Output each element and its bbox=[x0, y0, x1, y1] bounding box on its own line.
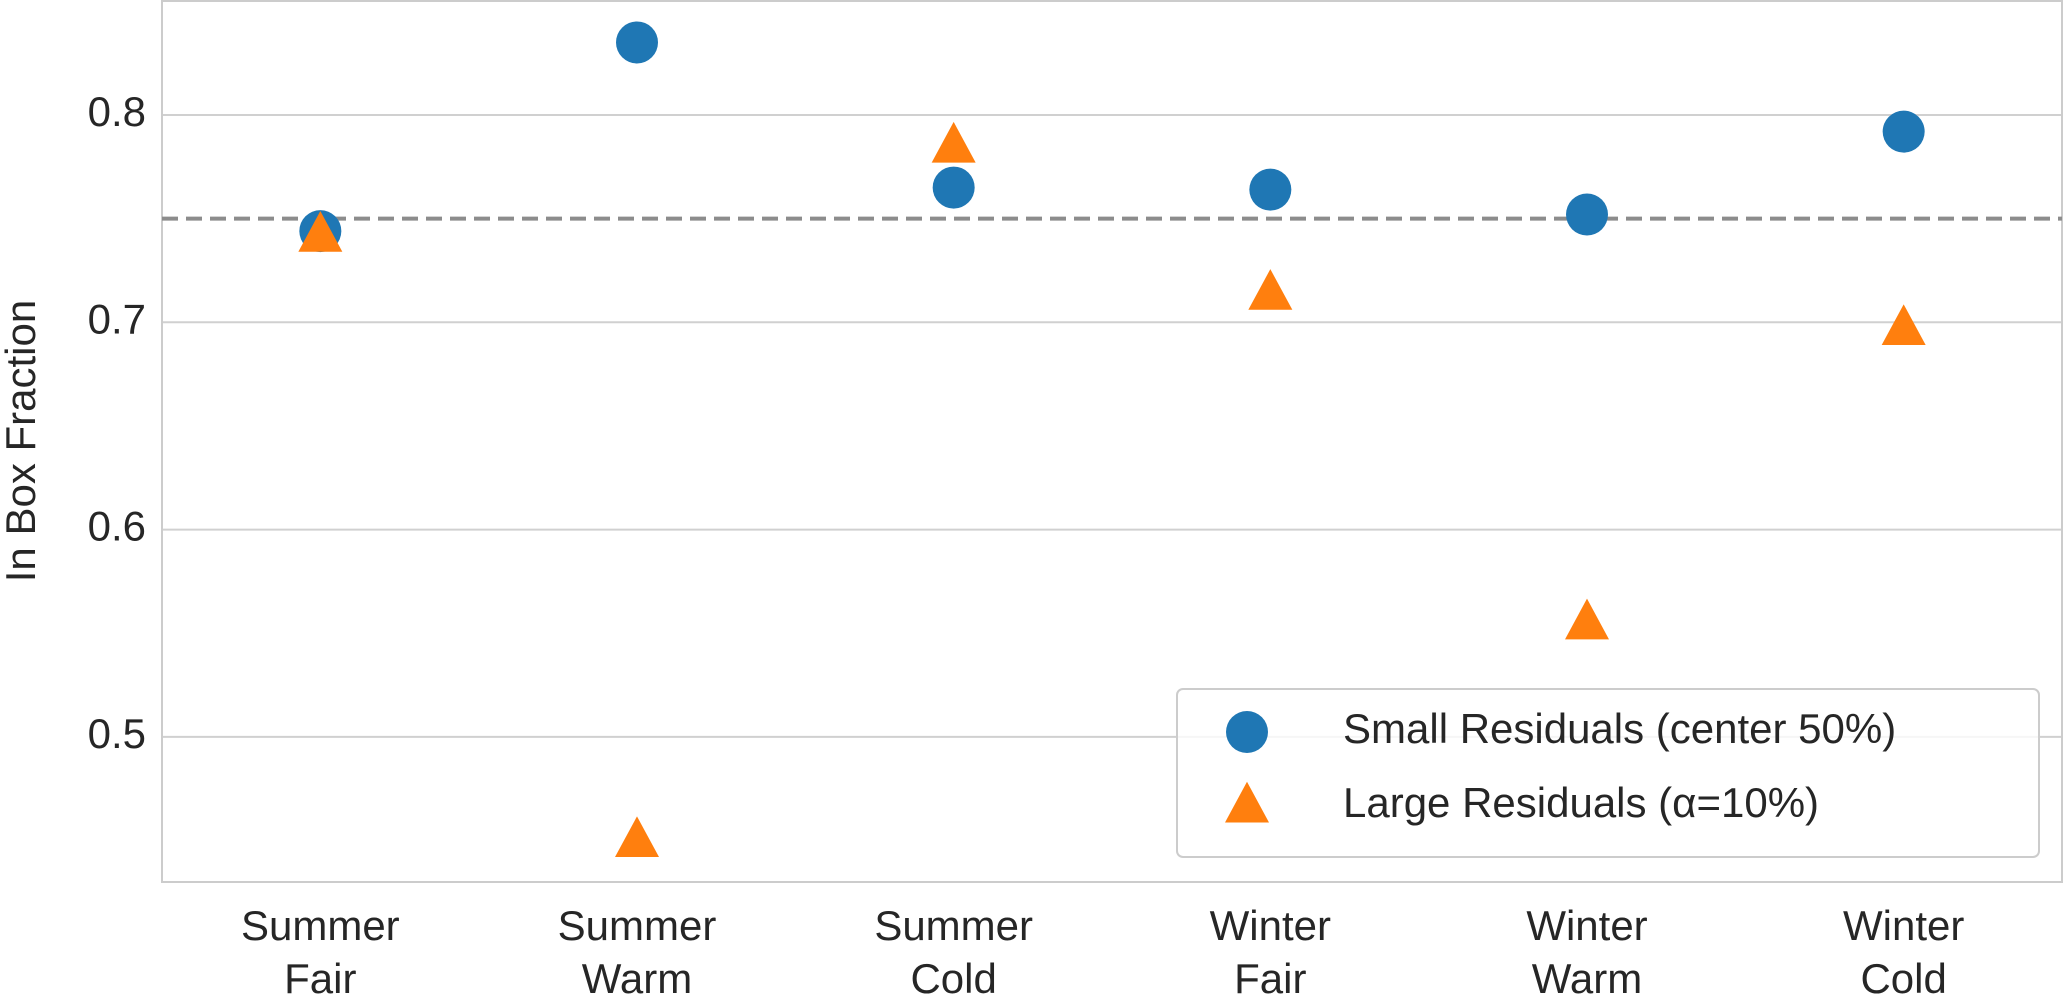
data-point bbox=[1249, 168, 1292, 211]
data-point bbox=[1566, 193, 1608, 236]
y-axis-label: In Box Fraction bbox=[0, 300, 44, 582]
x-tick-label: Summer Fair bbox=[241, 902, 400, 1001]
x-tick-label: Winter Cold bbox=[1843, 902, 1964, 1001]
x-tick-label: Summer Warm bbox=[558, 902, 717, 1001]
data-point bbox=[1248, 269, 1293, 310]
legend-label: Small Residuals (center 50%) bbox=[1343, 705, 1896, 752]
data-point bbox=[1881, 304, 1926, 346]
data-point bbox=[932, 166, 975, 209]
y-tick-label: 0.7 bbox=[88, 295, 146, 342]
plot-frame bbox=[161, 0, 2063, 883]
circle-marker bbox=[1226, 711, 1268, 753]
y-tick-label: 0.5 bbox=[88, 710, 146, 757]
data-point bbox=[615, 816, 659, 858]
y-tick-label: 0.6 bbox=[88, 503, 146, 550]
x-tick-label: Winter Fair bbox=[1210, 902, 1331, 1001]
x-tick-label: Winter Warm bbox=[1526, 902, 1647, 1001]
data-point bbox=[298, 211, 343, 252]
legend-box bbox=[1176, 688, 2040, 858]
legend-label: Large Residuals (α=10%) bbox=[1343, 779, 1819, 826]
data-point bbox=[616, 21, 658, 64]
x-tick-label: Summer Cold bbox=[874, 902, 1033, 1001]
y-tick-label: 0.8 bbox=[88, 88, 146, 135]
data-point bbox=[931, 121, 976, 163]
data-point bbox=[1565, 598, 1609, 640]
triangle-marker bbox=[1225, 781, 1269, 823]
data-point bbox=[1882, 110, 1925, 153]
